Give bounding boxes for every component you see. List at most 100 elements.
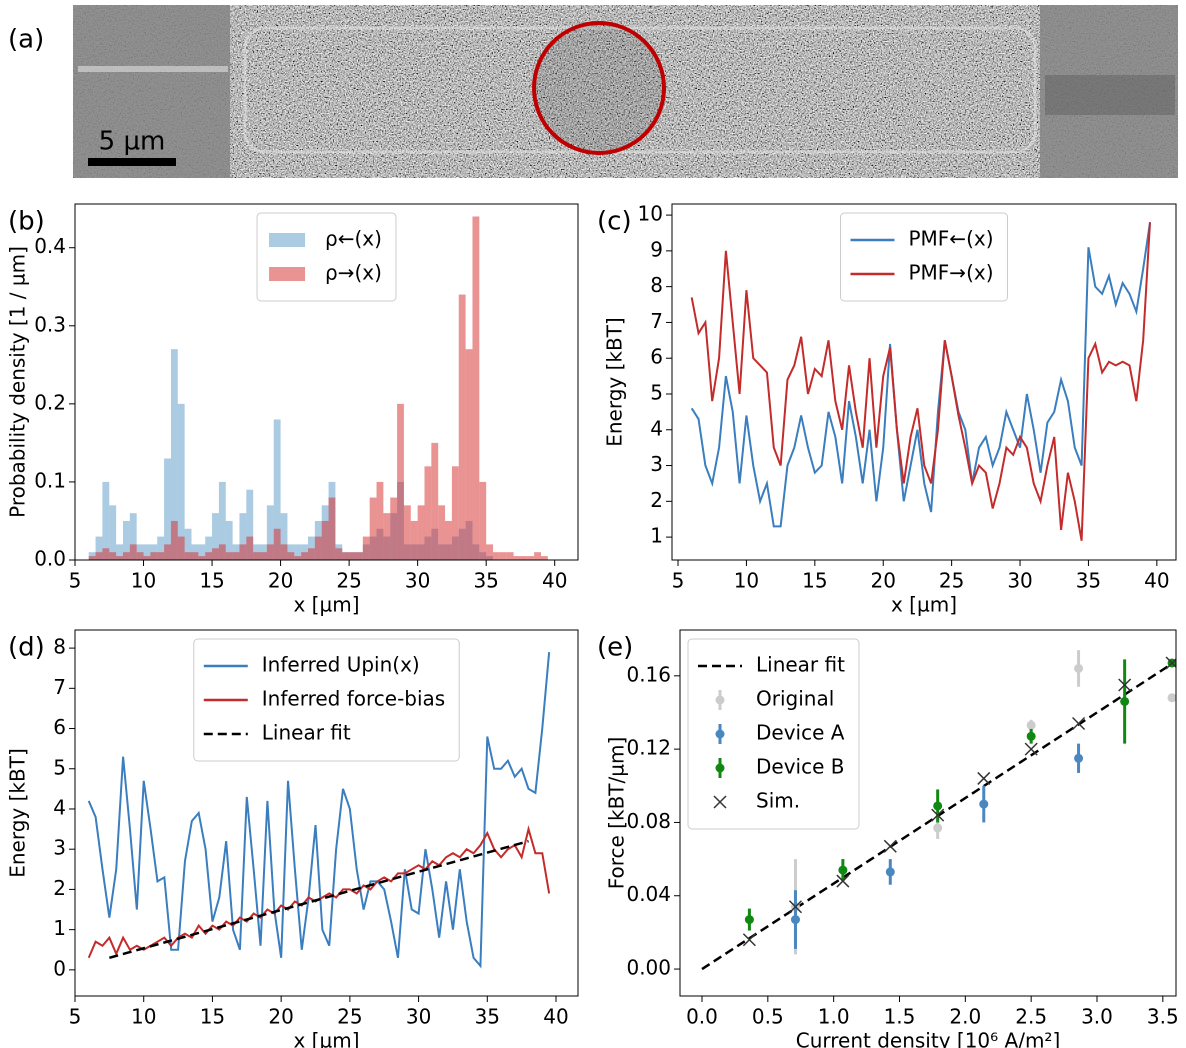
histogram-bar (307, 536, 315, 560)
x-tick-label: 5 (69, 1005, 82, 1029)
histogram-bar (451, 466, 459, 560)
y-tick-label: 1 (650, 524, 663, 548)
legend-marker (713, 795, 727, 809)
histogram-bar (164, 544, 171, 560)
panel: (b) 5 10 15 20 25 30 35 40 0.0 0.1 0.2 0.3 0.4 x [µm] P… (6, 203, 579, 617)
point (1118, 678, 1132, 692)
histogram-bar (170, 349, 178, 560)
legend-item: Inferred force-bias (203, 687, 445, 711)
legend: Inferred Upin(x) Inferred force-bias Linea… (193, 638, 460, 762)
histogram-bar (445, 520, 452, 560)
point (838, 865, 848, 875)
x-tick-label: 35 (1076, 569, 1101, 593)
histogram-bar (260, 552, 267, 560)
histogram-bar (417, 505, 425, 560)
histogram-bar (239, 513, 247, 560)
y-tick-label: 0.3 (34, 312, 66, 336)
histogram-bar (232, 552, 240, 560)
histogram-bar (95, 552, 103, 560)
panel-label: (d) (8, 633, 45, 663)
histogram-bar (212, 548, 219, 560)
legend-label: ρ←(x) (325, 227, 382, 251)
x-axis-label: Current density [10⁶ A/m²] (796, 1029, 1061, 1048)
histogram-bar (218, 481, 226, 560)
legend-item: Device A (715, 721, 845, 745)
histogram-bar (301, 552, 308, 560)
histogram-bar (266, 544, 274, 560)
x-tick-label: 30 (405, 569, 430, 593)
histogram-bar (129, 544, 137, 560)
scale-bar (88, 158, 176, 166)
y-axis-label: Energy [kBT] (6, 748, 30, 878)
y-tick-label: 8 (650, 273, 663, 297)
x-tick-label: 5 (69, 569, 82, 593)
point (933, 823, 943, 833)
histogram-bar (143, 544, 151, 560)
scale-bar-label: 5 µm (99, 127, 166, 157)
histogram-bar (383, 513, 391, 560)
point (885, 867, 895, 877)
x-tick-label: 15 (802, 569, 827, 593)
legend: Linear fit Original Device A Device B Sim. (687, 638, 860, 830)
panel-label: (b) (8, 207, 45, 237)
point (1026, 720, 1036, 730)
legend-item: Device B (715, 755, 844, 779)
legend-label: Sim. (756, 789, 800, 813)
y-tick-label: 0.04 (626, 882, 671, 906)
histogram-bar (191, 552, 199, 560)
histogram-bar (136, 552, 144, 560)
histogram-bar (479, 481, 487, 560)
legend-item: PMF→(x) (850, 261, 994, 285)
x-tick-label: 3.0 (1081, 1005, 1113, 1029)
skyrmion (534, 23, 664, 153)
histogram-bar (109, 552, 117, 560)
x-tick-label: 40 (1144, 569, 1169, 593)
histogram-bar (362, 536, 370, 560)
y-axis-label: Energy [kBT] (603, 317, 627, 447)
x-tick-label: 35 (473, 569, 498, 593)
histogram-bar (280, 544, 288, 560)
point (1120, 696, 1130, 706)
histogram-bar (397, 403, 404, 560)
histogram-bar (122, 520, 130, 560)
histogram-bar (102, 548, 110, 560)
x-tick-label: 30 (1007, 569, 1032, 593)
histogram-bar (225, 552, 233, 560)
histogram-bar (164, 458, 171, 560)
x-tick-label: 0.5 (752, 1005, 784, 1029)
series-line (87, 652, 551, 969)
histogram-bar (218, 544, 226, 560)
x-tick-label: 20 (871, 569, 896, 593)
histogram-bar (540, 556, 548, 560)
y-tick-label: 0.16 (626, 662, 671, 686)
histogram-bar (376, 481, 384, 560)
x-axis-label: x [µm] (891, 593, 957, 617)
series-line (109, 839, 529, 959)
panel: (c) 5 10 15 20 25 30 35 40 1 2 3 4 5 6 7 8 9 10 x [µm] Energ… (597, 202, 1177, 617)
y-tick-label: 2 (53, 876, 66, 900)
histogram-bar (102, 481, 110, 560)
histogram-bar (88, 556, 96, 560)
x-tick-label: 0.0 (686, 1005, 718, 1029)
y-tick-label: 1 (53, 916, 66, 940)
y-tick-label: 5 (650, 380, 663, 404)
x-tick-label: 10 (131, 1005, 156, 1029)
x-tick-label: 2.0 (949, 1005, 981, 1029)
point (742, 933, 756, 947)
y-tick-label: 7 (650, 309, 663, 333)
histogram-bar (520, 556, 528, 560)
histogram-bar (294, 544, 302, 560)
legend-label: Device B (756, 755, 844, 779)
histogram-bar (403, 505, 411, 560)
y-tick-label: 0.1 (34, 468, 66, 492)
histogram-bar (342, 552, 350, 560)
legend-item: Sim. (713, 789, 800, 813)
point (1165, 656, 1176, 670)
histogram-bar (205, 536, 213, 560)
x-tick-label: 40 (543, 1005, 568, 1029)
legend-marker (715, 763, 725, 773)
histogram-bar (116, 556, 123, 560)
point (1024, 742, 1038, 756)
histogram-bar (527, 556, 535, 560)
point (1072, 716, 1086, 731)
